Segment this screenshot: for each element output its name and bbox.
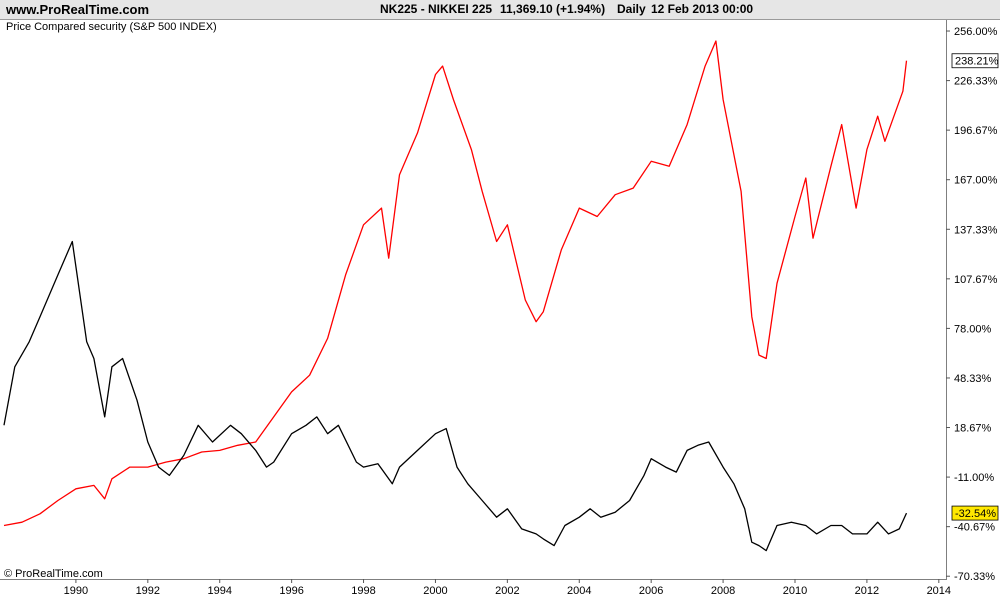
plot-frame bbox=[0, 20, 947, 580]
nikkei-series-line bbox=[3, 240, 908, 552]
x-tick-label: 2004 bbox=[567, 585, 591, 597]
datetime-label: 12 Feb 2013 00:00 bbox=[651, 2, 754, 16]
x-tick-label: 2008 bbox=[711, 585, 735, 597]
nikkei-last-value-box bbox=[951, 505, 999, 521]
y-tick-label: 18.67% bbox=[954, 423, 992, 435]
copyright-label: © ProRealTime.com bbox=[4, 568, 103, 580]
price-value: 11,369.10 (+1.94%) bbox=[500, 2, 606, 16]
x-tick-label: 1990 bbox=[64, 585, 88, 597]
y-tick-label: 196.67% bbox=[954, 125, 998, 137]
x-tick-label: 2012 bbox=[855, 585, 879, 597]
x-tick-label: 2002 bbox=[495, 585, 519, 597]
y-tick-label: -40.67% bbox=[954, 522, 995, 534]
y-tick-label: 167.00% bbox=[954, 175, 998, 187]
y-tick-label: 107.67% bbox=[954, 274, 998, 286]
y-tick-label: 78.00% bbox=[954, 323, 992, 335]
x-tick-label: 2006 bbox=[639, 585, 663, 597]
comparison-subtitle: Price Compared security (S&P 500 INDEX) bbox=[6, 21, 217, 33]
sp500-last-value-text: 238.21% bbox=[955, 56, 999, 68]
x-tick-label: 2010 bbox=[783, 585, 807, 597]
title-bar: www.ProRealTime.com NK225 - NIKKEI 225 1… bbox=[0, 0, 1000, 20]
x-tick-label: 2000 bbox=[423, 585, 447, 597]
x-tick-label: 1996 bbox=[279, 585, 303, 597]
x-tick-label: 1994 bbox=[207, 585, 231, 597]
nikkei-last-value-text: -32.54% bbox=[955, 508, 996, 520]
y-tick-label: 226.33% bbox=[954, 76, 998, 88]
x-tick-label: 1992 bbox=[136, 585, 160, 597]
instrument-name: NK225 - NIKKEI 225 bbox=[380, 2, 493, 16]
y-tick-label: 256.00% bbox=[954, 26, 998, 38]
site-label[interactable]: www.ProRealTime.com bbox=[6, 2, 150, 17]
x-tick-label: 2014 bbox=[927, 585, 951, 597]
y-tick-label: 137.33% bbox=[954, 224, 998, 236]
period-label: Daily bbox=[617, 2, 646, 16]
y-tick-label: -70.33% bbox=[954, 571, 995, 583]
sp500-last-value-box bbox=[951, 53, 999, 69]
x-tick-label: 1998 bbox=[351, 585, 375, 597]
y-tick-label: 48.33% bbox=[954, 373, 992, 385]
sp500-series-line bbox=[3, 40, 908, 527]
y-tick-label: -11.00% bbox=[954, 472, 994, 484]
